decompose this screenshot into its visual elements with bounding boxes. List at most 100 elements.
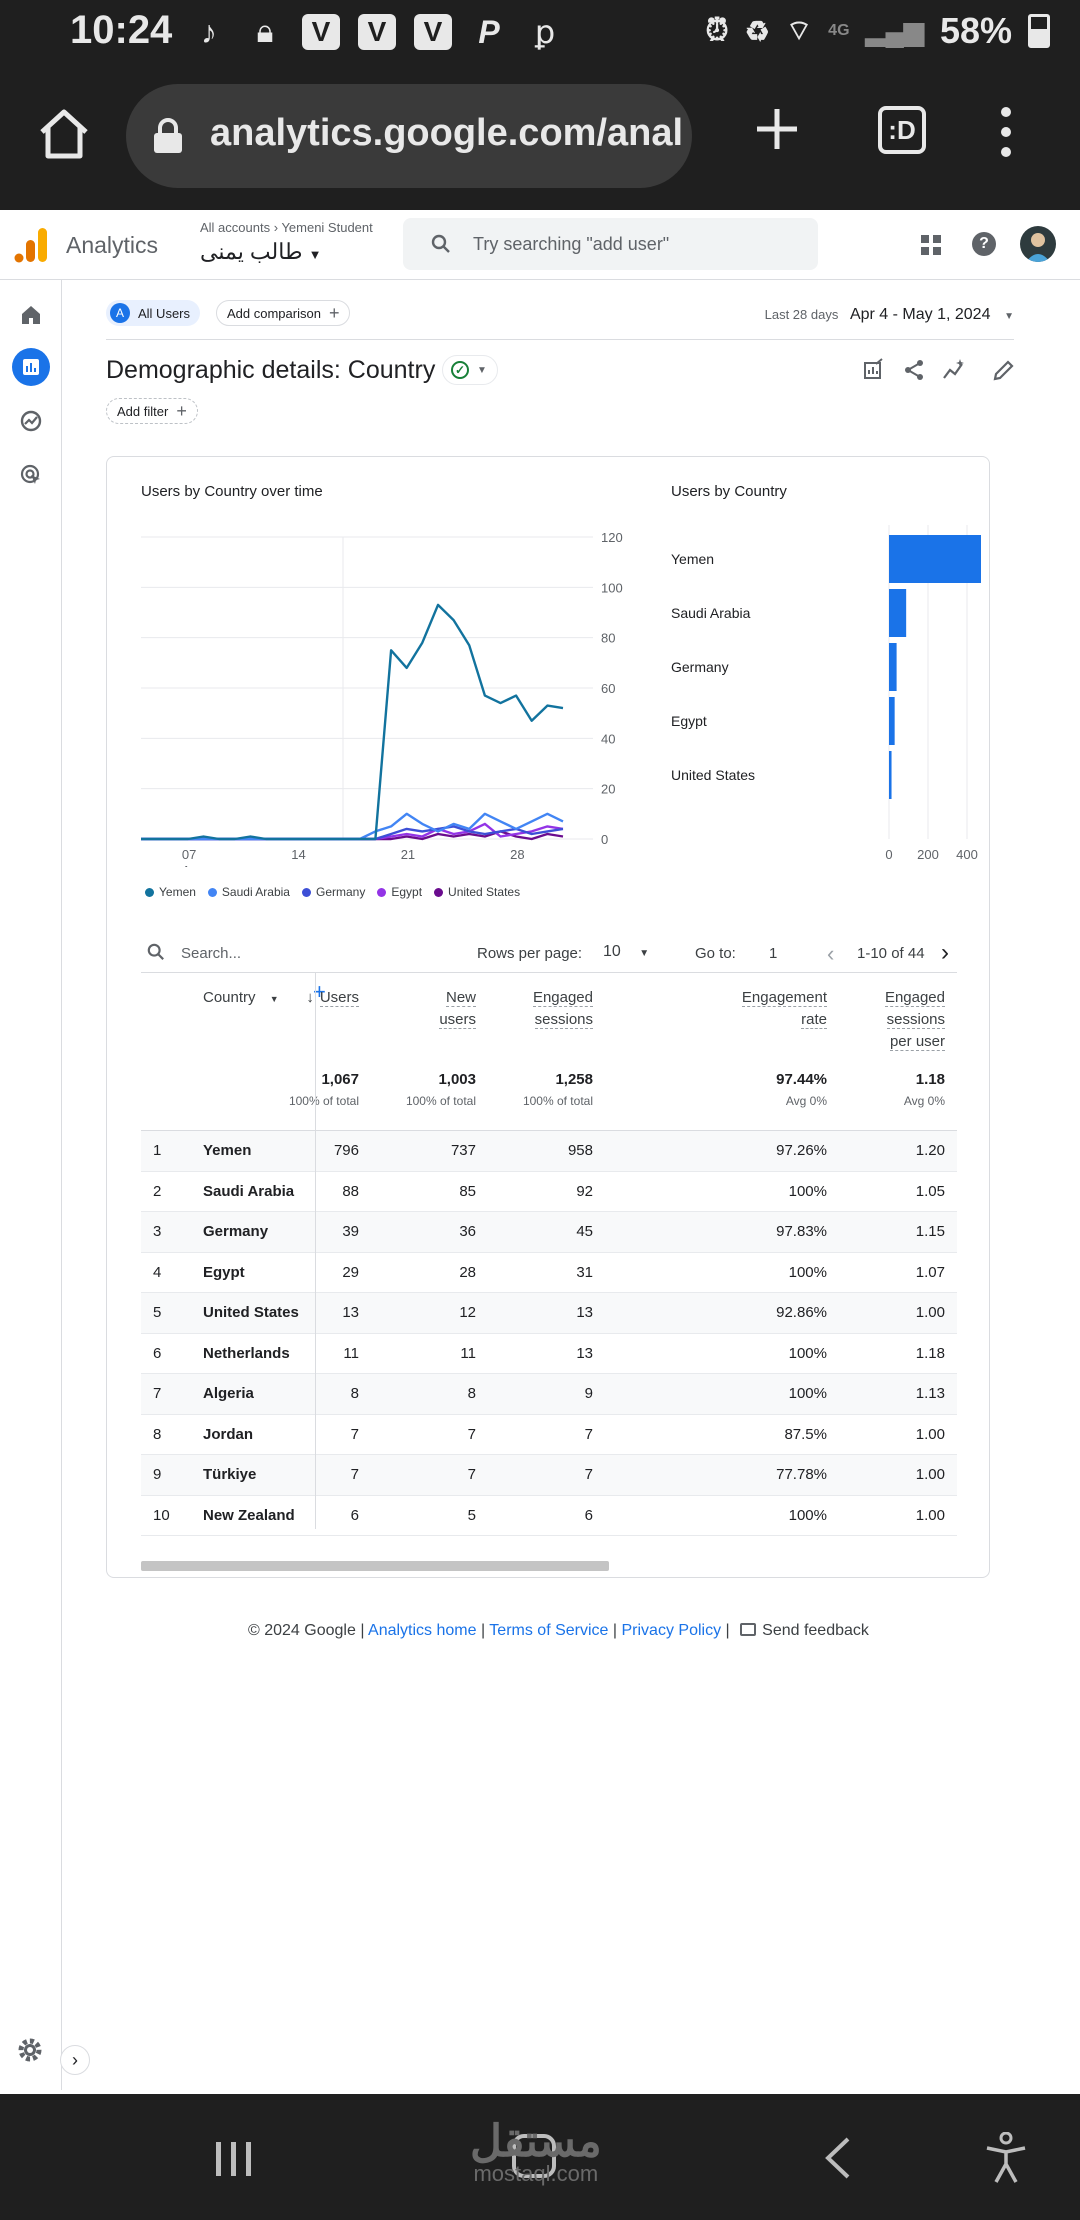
table-row[interactable]: 2 Saudi Arabia 88 85 92 100% 1.05 — [141, 1172, 957, 1212]
back-icon[interactable] — [822, 2136, 854, 2180]
y-tick-label: 40 — [601, 731, 615, 746]
table-row[interactable]: 5 United States 13 12 13 92.86% 1.00 — [141, 1293, 957, 1334]
home-icon[interactable] — [36, 106, 92, 162]
nav-home[interactable] — [12, 296, 50, 334]
users-header-label: Users — [319, 989, 359, 1007]
send-feedback-button[interactable]: Send feedback — [740, 1622, 869, 1639]
table-row[interactable]: 3 Germany 39 36 45 97.83% 1.15 — [141, 1212, 957, 1253]
apps-grid-icon[interactable] — [920, 234, 942, 256]
avatar[interactable] — [1020, 226, 1056, 262]
row-sessions-per-user: 1.05 — [915, 1182, 945, 1200]
more-vert-icon[interactable] — [996, 104, 1016, 160]
table-row[interactable]: 9 Türkiye 7 7 7 77.78% 1.00 — [141, 1455, 957, 1496]
per-header-line3: per user — [889, 1033, 945, 1051]
dimension-header[interactable]: Country ▼ — [203, 987, 279, 1010]
caret-down-icon: ▼ — [308, 247, 322, 262]
nav-advertising[interactable] — [12, 456, 50, 494]
legend-item[interactable]: Germany — [301, 885, 365, 899]
terms-link[interactable]: Terms of Service — [489, 1622, 609, 1639]
table-row[interactable]: 10 New Zealand 6 5 6 100% 1.00 — [141, 1496, 957, 1536]
row-country: Saudi Arabia — [203, 1182, 295, 1200]
date-range-picker[interactable]: Last 28 days Apr 4 - May 1, 2024 ▼ — [765, 306, 1014, 324]
table-row[interactable]: 4 Egypt 29 28 31 100% 1.07 — [141, 1253, 957, 1293]
column-new-users[interactable]: New users — [439, 987, 476, 1031]
legend-item[interactable]: Yemen — [145, 885, 196, 899]
date-range: Apr 4 - May 1, 2024 — [849, 306, 991, 323]
chevron-right-icon: › — [72, 2049, 78, 2070]
recents-icon[interactable] — [214, 2140, 254, 2178]
legend-dot — [434, 887, 444, 897]
legend-item[interactable]: Egypt — [377, 885, 422, 899]
new-tab-icon[interactable] — [754, 106, 800, 152]
column-engaged-sessions[interactable]: Engaged sessions — [532, 987, 593, 1031]
legend-dot — [301, 887, 311, 897]
column-engagement-rate[interactable]: Engagement rate — [741, 987, 827, 1031]
edit-pencil-icon[interactable] — [992, 358, 1016, 382]
lte-icon: 4G — [828, 22, 850, 39]
column-sessions-per-user[interactable]: Engaged sessions per user — [884, 987, 945, 1053]
next-page-icon[interactable]: › — [941, 939, 949, 966]
search-input[interactable]: Try searching "add user" — [403, 218, 818, 270]
table-row[interactable]: 6 Netherlands 11 11 13 100% 1.18 — [141, 1334, 957, 1374]
new-users-header-line1: New — [445, 989, 476, 1007]
table-toolbar: Search... Rows per page: 10 ▼ Go to: 1 ‹… — [141, 933, 957, 973]
p-icon: P — [478, 13, 500, 50]
legend-label: Egypt — [391, 885, 423, 899]
table-row[interactable]: 7 Algeria 8 8 9 100% 1.13 — [141, 1374, 957, 1415]
row-sessions-per-user: 1.18 — [915, 1344, 945, 1362]
table-row[interactable]: 8 Jordan 7 7 7 87.5% 1.00 — [141, 1415, 957, 1455]
report-status-chip[interactable]: ✓ ▼ — [442, 355, 498, 385]
account-picker[interactable]: All accounts › Yemeni Student طالب يمنى … — [200, 220, 373, 265]
add-dimension-icon[interactable]: + — [313, 979, 326, 1004]
legend-item[interactable]: Saudi Arabia — [207, 885, 290, 899]
rows-per-page-select[interactable]: 10 ▼ — [603, 943, 649, 961]
row-index: 3 — [153, 1223, 162, 1240]
sort-arrow-down-icon: ↓ — [306, 989, 314, 1006]
row-country: Germany — [203, 1223, 269, 1240]
total-new-users-value: 1,003 — [438, 1071, 476, 1088]
table-header: Country ▼ + ↓ Users New users Engaged ses… — [141, 973, 957, 1131]
table-row[interactable]: 1 Yemen 796 737 958 97.26% 1.20 — [141, 1131, 957, 1172]
settings-gear-icon[interactable] — [16, 2036, 44, 2064]
battery-icon — [1028, 14, 1050, 48]
horizontal-scrollbar[interactable] — [141, 1561, 957, 1571]
help-icon[interactable]: ? — [972, 232, 996, 256]
bar-category-label: Egypt — [671, 713, 707, 729]
series-line-yemen — [141, 603, 564, 841]
address-bar[interactable]: analytics.google.com/anal — [126, 84, 692, 188]
analytics-home-link[interactable]: Analytics home — [368, 1622, 477, 1639]
row-country: Yemen — [203, 1142, 252, 1159]
legend-label: Saudi Arabia — [221, 885, 290, 899]
insights-icon[interactable] — [942, 358, 966, 382]
row-sessions-per-user: 1.00 — [915, 1425, 945, 1443]
nav-explore[interactable] — [12, 402, 50, 440]
add-filter-button[interactable]: Add filter + — [106, 398, 198, 424]
rows-per-page-label: Rows per page: — [477, 945, 583, 962]
table-search-input[interactable]: Search... — [181, 945, 242, 962]
home-button[interactable] — [512, 2134, 556, 2178]
row-index: 7 — [153, 1385, 162, 1402]
expand-nav-button[interactable]: › — [60, 2045, 90, 2075]
segment-chip[interactable]: A All Users — [106, 300, 201, 326]
segment-label: All Users — [138, 305, 191, 321]
prev-page-icon[interactable]: ‹ — [827, 941, 835, 966]
lock-icon: 🔒︎ — [256, 13, 274, 49]
goto-input[interactable]: 1 — [769, 945, 778, 962]
bar-chart[interactable]: 0200400600800YemenSaudi ArabiaGermanyEgy… — [661, 517, 981, 867]
customize-report-icon[interactable] — [862, 358, 886, 382]
accessibility-icon[interactable] — [984, 2132, 1028, 2184]
music-note-icon: ♪ — [201, 13, 217, 50]
scrollbar-thumb[interactable] — [141, 1561, 609, 1571]
row-engaged-sessions: 92 — [576, 1182, 593, 1200]
share-icon[interactable] — [902, 358, 926, 382]
column-users[interactable]: ↓ Users — [306, 987, 359, 1009]
legend-item[interactable]: United States — [434, 885, 520, 899]
add-filter-label: Add filter — [117, 403, 169, 419]
tab-switcher-button[interactable]: :D — [878, 106, 926, 154]
nav-reports[interactable] — [12, 348, 50, 386]
add-comparison-button[interactable]: Add comparison + — [216, 300, 351, 326]
bar — [889, 697, 895, 745]
privacy-link[interactable]: Privacy Policy — [621, 1622, 722, 1639]
legend-dot — [377, 887, 387, 897]
line-chart[interactable]: 0 20 40 60 80 100 120 07 14 21 28 Apr — [133, 517, 623, 867]
